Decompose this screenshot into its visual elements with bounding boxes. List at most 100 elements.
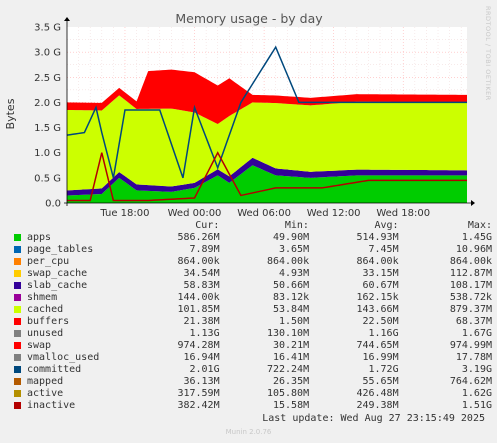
legend-cur: 21.38M: [183, 316, 220, 327]
legend-swatch: [14, 270, 21, 277]
y-tick-label: 2.0 G: [34, 98, 61, 109]
legend-rows: apps 586.26M 49.90M 514.93M 1.45G page_tables…: [12, 232, 492, 412]
legend-name: per_cpu: [27, 256, 70, 267]
x-tick-label: Wed 12:00: [307, 208, 361, 219]
legend-row-apps: apps 586.26M 49.90M 514.93M 1.45G: [12, 232, 492, 244]
legend-swatch: [14, 318, 21, 325]
legend-row-slab-cache: slab_cache 58.83M 50.66M 60.67M 108.17M: [12, 280, 492, 292]
y-axis-arrow: [64, 17, 70, 21]
legend-min: 1.50M: [279, 316, 310, 327]
legend-swatch: [14, 378, 21, 385]
legend-max: 1.62G: [461, 388, 492, 399]
legend-min: 130.10M: [266, 328, 310, 339]
legend-max: 17.78M: [455, 352, 492, 363]
legend-cur: 382.42M: [177, 400, 220, 411]
y-axis-label: Bytes: [4, 98, 17, 129]
y-tick-label: 1.5 G: [34, 123, 61, 134]
legend-row-inactive: inactive 382.42M 15.58M 249.38M 1.51G: [12, 400, 492, 412]
legend-header-max: Max:: [467, 220, 492, 231]
legend-min: 16.41M: [272, 352, 310, 363]
legend-avg: 7.45M: [368, 244, 399, 255]
area-swap: [67, 69, 467, 125]
legend-row-swap: swap 974.28M 30.21M 744.65M 974.99M: [12, 340, 492, 352]
area-apps: [67, 165, 467, 203]
legend-max: 764.62M: [449, 376, 492, 387]
legend-header-avg: Avg:: [374, 220, 399, 231]
legend-row-cached: cached 101.85M 53.84M 143.66M 879.37M: [12, 304, 492, 316]
legend-cur: 864.00k: [177, 256, 220, 267]
axes: [64, 17, 475, 206]
legend-header: Cur: Min: Avg: Max:: [12, 220, 492, 232]
legend-swatch: [14, 258, 21, 265]
legend-swatch: [14, 354, 21, 361]
legend-max: 879.37M: [449, 304, 492, 315]
legend-max: 974.99M: [449, 340, 492, 351]
legend-cur: 36.13M: [183, 376, 220, 387]
legend-row-swap-cache: swap_cache 34.54M 4.93M 33.15M 112.87M: [12, 268, 492, 280]
y-tick-label: 0.5 G: [34, 173, 61, 184]
legend-name: swap: [27, 340, 52, 351]
munin-version: Munin 2.0.76: [225, 428, 272, 436]
legend-cur: 974.28M: [177, 340, 220, 351]
legend-min: 83.12k: [272, 292, 310, 303]
legend-cur: 144.00k: [177, 292, 220, 303]
legend-cur: 16.94M: [183, 352, 220, 363]
legend-min: 864.00k: [266, 256, 310, 267]
legend-min: 49.90M: [272, 232, 310, 243]
legend-max: 112.87M: [449, 268, 492, 279]
legend-swatch: [14, 366, 21, 373]
legend-avg: 514.93M: [356, 232, 399, 243]
legend-avg: 1.16G: [368, 328, 399, 339]
legend-avg: 162.15k: [356, 292, 399, 303]
legend-avg: 60.67M: [362, 280, 399, 291]
legend-header-min: Min:: [284, 220, 309, 231]
legend-name: slab_cache: [27, 280, 88, 291]
legend-row-page-tables: page_tables 7.89M 3.65M 7.45M 10.96M: [12, 244, 492, 256]
legend-name: unused: [27, 328, 64, 339]
legend-cur: 2.01G: [189, 364, 220, 375]
y-tick-label: 3.5 G: [34, 23, 61, 34]
watermark: RRDTOOL / TOBI OETIKER: [484, 6, 492, 101]
legend-swatch: [14, 282, 21, 289]
legend-max: 1.51G: [461, 400, 492, 411]
legend-avg: 55.65M: [362, 376, 399, 387]
legend-swatch: [14, 402, 21, 409]
legend-max: 108.17M: [449, 280, 492, 291]
legend-cur: 317.59M: [177, 388, 220, 399]
legend-max: 1.67G: [461, 328, 492, 339]
legend-row-per-cpu: per_cpu 864.00k 864.00k 864.00k 864.00k: [12, 256, 492, 268]
legend-name: inactive: [27, 400, 76, 411]
last-update: Last update: Wed Aug 27 23:15:49 2025: [262, 413, 485, 424]
legend-swatch: [14, 342, 21, 349]
legend-cur: 58.83M: [183, 280, 220, 291]
legend-avg: 426.48M: [356, 388, 399, 399]
y-tick-label: 1.0 G: [34, 148, 61, 159]
line-inactive: [67, 151, 467, 202]
legend-swatch: [14, 294, 21, 301]
legend-cur: 34.54M: [183, 268, 220, 279]
legend-avg: 249.38M: [356, 400, 399, 411]
legend-min: 15.58M: [272, 400, 310, 411]
legend-name: vmalloc_used: [27, 352, 100, 363]
legend-min: 30.21M: [272, 340, 310, 351]
area-slab-cache: [67, 157, 467, 196]
y-tick-labels: 0.0 0.5 G 1.0 G 1.5 G 2.0 G 2.5 G 3.0 G 3.5 G: [34, 23, 61, 210]
x-tick-label: Wed 06:00: [237, 208, 291, 219]
legend-swatch: [14, 246, 21, 253]
legend-name: active: [27, 388, 64, 399]
area-cached: [67, 95, 467, 191]
legend-min: 4.93M: [279, 268, 310, 279]
legend-cur: 1.13G: [189, 328, 220, 339]
y-tick-label: 3.0 G: [34, 48, 61, 59]
legend-min: 50.66M: [272, 280, 310, 291]
x-axis-arrow: [471, 200, 475, 206]
legend-name: committed: [27, 364, 82, 375]
legend-name: mapped: [27, 376, 64, 387]
legend-min: 53.84M: [272, 304, 310, 315]
legend-avg: 143.66M: [356, 304, 399, 315]
legend-cur: 101.85M: [177, 304, 220, 315]
legend-name: shmem: [27, 292, 58, 303]
legend-avg: 33.15M: [362, 268, 399, 279]
legend-avg: 864.00k: [356, 256, 399, 267]
